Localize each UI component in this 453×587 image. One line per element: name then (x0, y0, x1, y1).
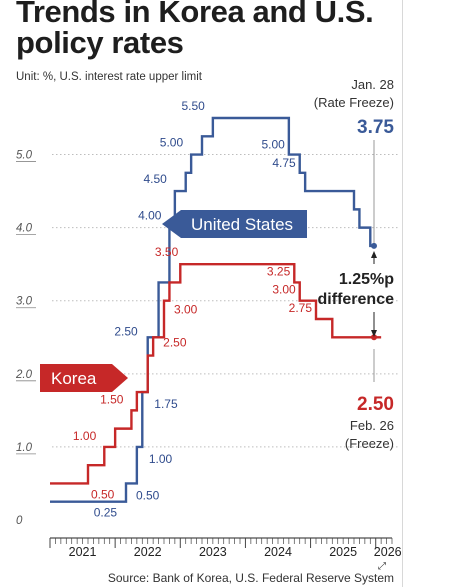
us-decision-status: (Rate Freeze) (314, 95, 394, 110)
legend-united-states-tag (162, 210, 307, 238)
us-endpoint-marker (371, 242, 377, 249)
chart-title: Trends in Korea and U.S. policy rates (16, 0, 374, 60)
us-value-label: 0.25 (94, 506, 118, 520)
source-note: Source: Bank of Korea, U.S. Federal Rese… (108, 571, 394, 585)
us-value-label: 4.75 (272, 156, 296, 170)
diff-arrow-up-icon (371, 251, 377, 258)
legend-korea-label: Korea (51, 369, 97, 388)
legend-korea: Korea (40, 364, 128, 392)
x-year-label: 2021 (69, 545, 97, 559)
kr-decision-date: Feb. 26 (350, 418, 394, 433)
us-value-label: 0.50 (136, 488, 160, 502)
korea-value-label: 1.50 (100, 392, 124, 406)
us-value-label: 5.00 (261, 138, 285, 152)
us-value-label: 5.50 (181, 99, 205, 113)
x-year-label: 2026 (374, 545, 402, 559)
us-value-label: 1.00 (149, 452, 173, 466)
diff-label: difference (318, 291, 395, 308)
kr-decision-status: (Freeze) (345, 436, 394, 451)
x-year-label: 2025 (329, 545, 357, 559)
kr-current-rate: 2.50 (357, 394, 394, 415)
axis-continue-icon: ⤢ (378, 561, 386, 572)
korea-value-label: 3.00 (174, 303, 198, 317)
korea-rate-line (50, 262, 382, 485)
us-value-label: 1.75 (154, 397, 178, 411)
x-year-label: 2023 (199, 545, 227, 559)
y-tick-label: 0 (16, 515, 23, 527)
us-current-rate: 3.75 (357, 117, 394, 138)
us-value-label: 4.50 (143, 172, 167, 186)
us-value-label: 4.00 (138, 209, 162, 223)
korea-value-label: 3.25 (267, 264, 291, 278)
diff-value: 1.25%p (339, 271, 394, 288)
us-decision-date: Jan. 28 (351, 77, 394, 92)
us-value-label: 5.00 (160, 136, 184, 150)
x-axis: 2021 2022 2023 2024 2025 2026 ⤢ (49, 537, 402, 572)
right-border-rule (402, 0, 403, 587)
korea-value-label: 3.00 (272, 283, 296, 297)
y-tick-label: 1.0 (16, 442, 33, 454)
x-year-label: 2024 (264, 545, 292, 559)
korea-value-label: 2.75 (289, 301, 313, 315)
korea-value-label: 3.50 (155, 245, 179, 259)
korea-value-label: 2.50 (163, 335, 187, 349)
y-tick-label: 5.0 (16, 150, 33, 162)
korea-endpoint-marker (371, 334, 377, 341)
y-tick-label: 2.0 (15, 369, 33, 381)
series-lines (50, 116, 382, 503)
diff-arrow-down-icon (371, 330, 377, 337)
legend-united-states: United States (162, 210, 307, 238)
x-year-label: 2022 (134, 545, 162, 559)
us-rate-line (50, 116, 376, 503)
us-value-label: 2.50 (114, 324, 138, 338)
legend-united-states-label: United States (191, 215, 293, 234)
y-tick-labels: 0 1.0 2.0 3.0 4.0 5.0 (15, 150, 36, 527)
unit-note: Unit: %, U.S. interest rate upper limit (16, 71, 202, 83)
value-labels: 0.25 0.50 1.00 1.75 2.50 4.00 4.50 5.00 5.50 5.00… (73, 99, 312, 520)
y-tick-label: 4.0 (16, 223, 33, 235)
legend-korea-tag (40, 364, 128, 392)
y-tick-label: 3.0 (16, 296, 33, 308)
korea-value-label: 0.50 (91, 487, 115, 501)
korea-value-label: 1.00 (73, 429, 97, 443)
